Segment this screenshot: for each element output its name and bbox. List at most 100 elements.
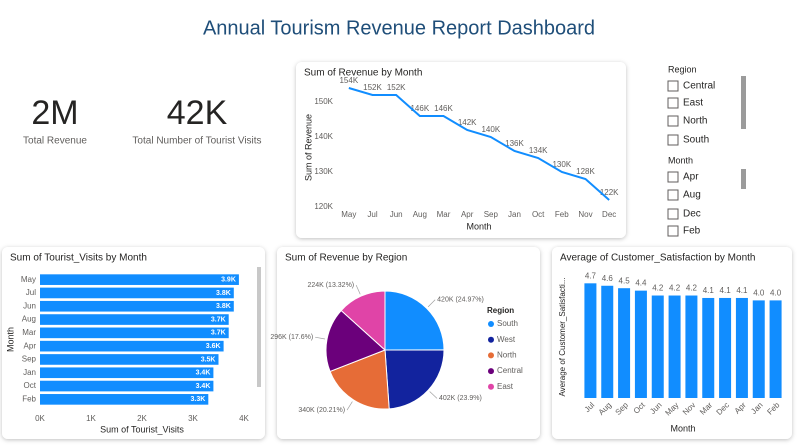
data-label: 224K (13.32%) xyxy=(307,282,354,289)
legend-marker xyxy=(488,352,494,359)
y-tick-label: 120K xyxy=(314,202,333,211)
x-tick-label: Jan xyxy=(508,210,521,219)
data-label: 4.4 xyxy=(635,279,647,288)
slicer-panel: Region Central East North South Month Apr Aug De… xyxy=(667,64,746,237)
legend-marker xyxy=(488,368,494,375)
kpi-label: Total Number of Tourist Visits xyxy=(132,136,261,147)
checkbox[interactable] xyxy=(667,97,679,109)
legend-marker xyxy=(488,336,494,343)
pie-slice xyxy=(329,349,390,410)
data-label: 146K xyxy=(434,104,453,113)
y-axis-title: Sum of Revenue xyxy=(303,114,313,181)
data-label: 296K (17.6%) xyxy=(270,334,313,341)
y-tick-label: 140K xyxy=(314,132,333,141)
bar xyxy=(769,300,782,398)
data-label: 3.8K xyxy=(216,290,231,297)
slicer-title: Month xyxy=(668,155,693,165)
dashboard-title: Annual Tourism Revenue Report Dashboard xyxy=(203,17,595,39)
chart-title: Sum of Tourist_Visits by Month xyxy=(10,253,147,264)
legend-marker xyxy=(488,321,494,327)
legend-label: Central xyxy=(497,366,523,375)
bar xyxy=(651,295,664,398)
pie-slice xyxy=(384,349,445,410)
data-label: 3.4K xyxy=(196,370,211,377)
data-label: 3.4K xyxy=(196,383,211,390)
y-tick-label: Jul xyxy=(26,288,36,297)
slicer-item[interactable]: South xyxy=(683,135,709,146)
bar xyxy=(719,297,732,398)
slicer-item[interactable]: East xyxy=(683,98,703,109)
y-tick-label: May xyxy=(21,275,36,284)
pie-slice xyxy=(384,290,445,351)
x-tick-label: Nov xyxy=(578,210,592,219)
data-label: 4.7 xyxy=(585,271,597,280)
checkbox[interactable] xyxy=(667,189,679,201)
checkbox[interactable] xyxy=(667,134,679,146)
slicer-title: Region xyxy=(668,64,697,74)
leader-line xyxy=(429,391,438,399)
y-axis-title: Month xyxy=(5,327,15,352)
kpi-value: 42K xyxy=(167,94,228,132)
slicer-item[interactable]: Aug xyxy=(683,190,701,201)
data-label: 340K (20.21%) xyxy=(298,407,345,414)
leader-line xyxy=(315,336,326,340)
data-label: 3.5K xyxy=(201,356,216,363)
pie-slice xyxy=(340,290,386,352)
slicer-item[interactable]: North xyxy=(683,116,707,127)
x-tick-label: May xyxy=(341,210,356,219)
slicer-item[interactable]: Central xyxy=(683,81,715,92)
data-label: 4.2 xyxy=(652,284,664,293)
data-label: 140K xyxy=(481,125,500,134)
data-label: 3.3K xyxy=(191,396,206,403)
checkbox[interactable] xyxy=(667,80,679,92)
data-label: 152K xyxy=(363,83,382,92)
scrollbar xyxy=(257,267,261,387)
data-label: 402K (23.9%) xyxy=(439,395,482,402)
chart-title: Average of Customer_Satisfaction by Mont… xyxy=(560,253,755,264)
bar xyxy=(40,327,229,339)
y-tick-label: 150K xyxy=(314,97,333,106)
checkbox[interactable] xyxy=(667,208,679,220)
slicer-item[interactable]: Dec xyxy=(683,209,701,220)
y-tick-label: Jan xyxy=(23,368,36,377)
bar xyxy=(618,288,631,398)
checkbox[interactable] xyxy=(667,225,679,237)
data-label: 154K xyxy=(339,76,358,85)
kpi-value: 2M xyxy=(31,94,78,132)
y-tick-label: Jun xyxy=(23,301,36,310)
bar xyxy=(752,300,765,398)
x-axis-title: Month xyxy=(466,221,491,231)
y-tick-label: 130K xyxy=(314,167,333,176)
x-tick-label: Oct xyxy=(532,210,545,219)
legend-label: West xyxy=(497,335,516,344)
slicer-item[interactable]: Apr xyxy=(683,172,699,183)
bar xyxy=(735,297,748,398)
data-label: 3.6K xyxy=(206,343,221,350)
leader-line xyxy=(355,284,361,295)
y-tick-label: Oct xyxy=(24,381,37,390)
bar xyxy=(40,367,214,379)
data-label: 152K xyxy=(387,83,406,92)
x-axis-title: Month xyxy=(670,423,695,433)
slicer-item[interactable]: Feb xyxy=(683,226,701,237)
leader-line xyxy=(427,299,436,308)
data-label: 136K xyxy=(505,139,524,148)
checkbox[interactable] xyxy=(667,115,679,127)
data-label: 4.1 xyxy=(736,286,748,295)
data-label: 3.7K xyxy=(211,330,226,337)
data-label: 134K xyxy=(529,146,548,155)
data-label: 3.8K xyxy=(216,303,231,310)
y-tick-label: Apr xyxy=(24,341,37,350)
data-label: 4.2 xyxy=(686,284,698,293)
x-axis-title: Sum of Tourist_Visits xyxy=(100,424,184,434)
bar xyxy=(40,340,224,352)
chart-title: Sum of Revenue by Month xyxy=(304,68,422,79)
data-label: 4.2 xyxy=(669,284,681,293)
data-label: 3.9K xyxy=(221,276,236,283)
bar xyxy=(40,380,214,392)
legend-label: East xyxy=(497,382,514,391)
y-tick-label: Feb xyxy=(22,394,36,403)
bar xyxy=(40,354,219,365)
checkbox[interactable] xyxy=(667,171,679,183)
